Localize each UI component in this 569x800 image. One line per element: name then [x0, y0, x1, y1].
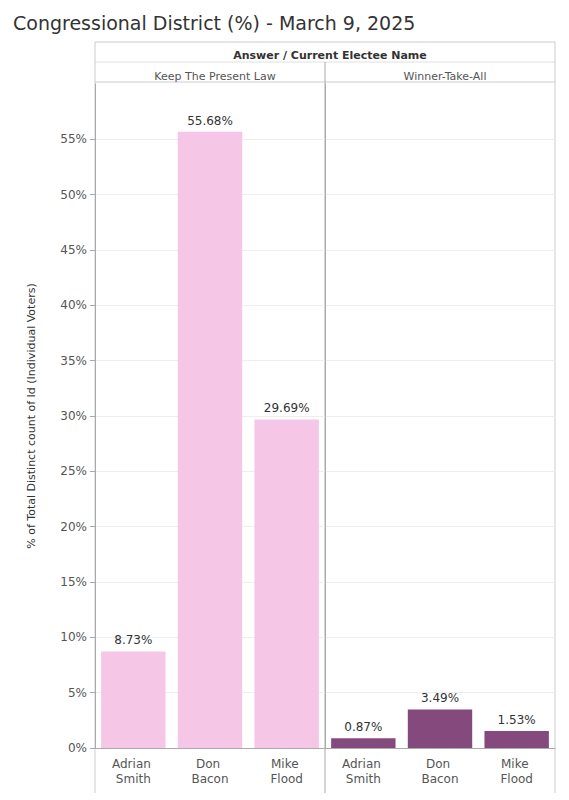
svg-text:40%: 40% — [60, 298, 87, 312]
svg-text:Bacon: Bacon — [421, 772, 458, 786]
svg-text:Adrian: Adrian — [112, 757, 155, 771]
svg-text:55.68%: 55.68% — [187, 114, 233, 128]
svg-text:Bacon: Bacon — [191, 772, 228, 786]
svg-text:Smith: Smith — [116, 772, 151, 786]
svg-text:Smith: Smith — [346, 772, 381, 786]
svg-text:10%: 10% — [60, 630, 87, 644]
svg-text:0%: 0% — [68, 741, 87, 755]
svg-text:1.53%: 1.53% — [498, 713, 536, 727]
svg-text:Adrian: Adrian — [342, 757, 385, 771]
svg-text:35%: 35% — [60, 354, 87, 368]
svg-text:3.49%: 3.49% — [421, 691, 459, 705]
svg-text:8.73%: 8.73% — [114, 633, 152, 647]
svg-text:25%: 25% — [60, 464, 87, 478]
svg-text:Keep The Present Law: Keep The Present Law — [154, 70, 275, 83]
svg-text:30%: 30% — [60, 409, 87, 423]
svg-text:Winner-Take-All: Winner-Take-All — [404, 70, 487, 83]
svg-text:20%: 20% — [60, 520, 87, 534]
svg-text:5%: 5% — [68, 686, 87, 700]
svg-text:Congressional District (%) - M: Congressional District (%) - March 9, 20… — [13, 12, 415, 34]
svg-text:Don: Don — [196, 757, 224, 771]
svg-text:% of Total Distinct count of I: % of Total Distinct count of Id (Individ… — [25, 283, 38, 548]
svg-text:Answer / Current Electee Name: Answer / Current Electee Name — [233, 49, 427, 62]
svg-text:29.69%: 29.69% — [264, 401, 310, 415]
svg-text:Don: Don — [426, 757, 454, 771]
svg-text:45%: 45% — [60, 243, 87, 257]
svg-text:Mike: Mike — [271, 757, 302, 771]
svg-text:50%: 50% — [60, 188, 87, 202]
svg-text:55%: 55% — [60, 132, 87, 146]
svg-text:Flood: Flood — [500, 772, 533, 786]
svg-text:Mike: Mike — [501, 757, 532, 771]
svg-text:0.87%: 0.87% — [344, 720, 382, 734]
svg-text:Flood: Flood — [270, 772, 303, 786]
svg-text:15%: 15% — [60, 575, 87, 589]
